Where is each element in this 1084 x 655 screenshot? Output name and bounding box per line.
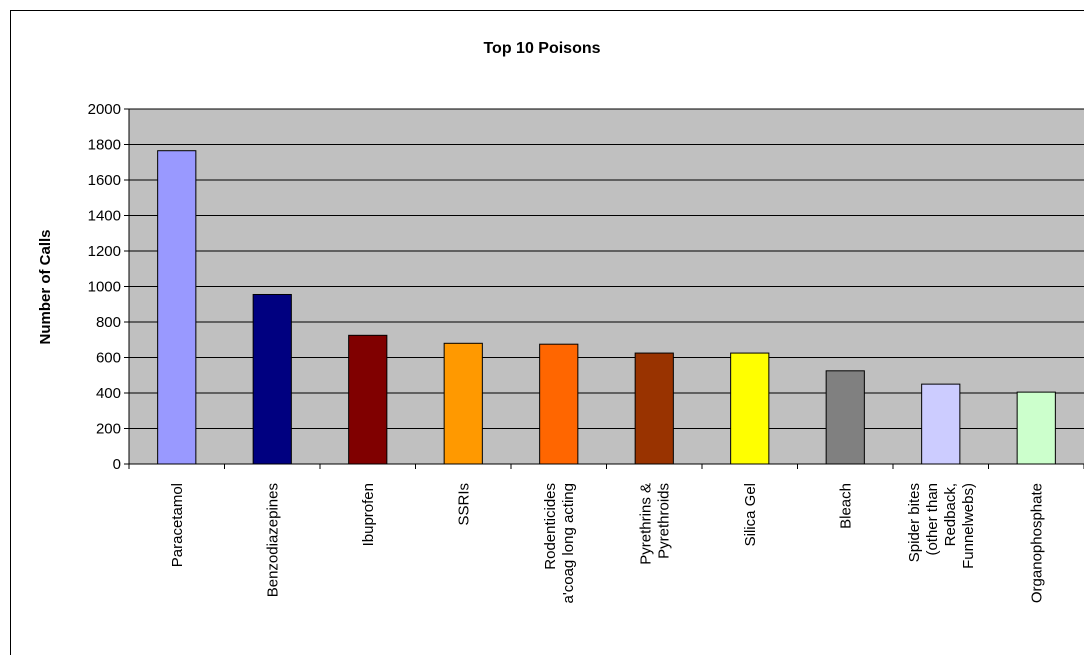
category-label: Paracetamol [169, 483, 186, 567]
bar [157, 150, 197, 465]
y-tick-label: 1400 [88, 208, 121, 225]
bar [921, 383, 961, 465]
category-label-line: Pyrethroids [655, 483, 672, 559]
y-tick-label: 200 [96, 421, 121, 438]
bar [443, 342, 483, 465]
category-label: Organophosphate [1028, 483, 1045, 603]
y-axis-label: Number of Calls [37, 229, 54, 344]
category-label-line: (other than [924, 483, 941, 556]
bar [825, 370, 865, 465]
bar [634, 352, 674, 465]
category-label: Ibuprofen [360, 483, 377, 546]
category-label-line: Funnelwebs) [960, 483, 977, 569]
y-tick-label: 1800 [88, 137, 121, 154]
y-tick-label: 800 [96, 314, 121, 331]
category-label: Bleach [837, 483, 854, 529]
category-label: Pyrethrins &Pyrethroids [637, 483, 672, 565]
chart-title: Top 10 Poisons [483, 40, 600, 57]
y-tick-label: 1000 [88, 279, 121, 296]
y-tick-label: 0 [113, 456, 121, 473]
category-label: Silica Gel [742, 483, 759, 546]
y-tick-label: 400 [96, 385, 121, 402]
y-tick-label: 1200 [88, 243, 121, 260]
category-label: Rodenticidesa'coag long acting [542, 483, 577, 603]
category-label-line: Spider bites [906, 483, 923, 562]
bar [252, 293, 292, 465]
y-tick-label: 2000 [88, 101, 121, 118]
category-label-line: Silica Gel [742, 483, 759, 546]
y-tick-label: 1600 [88, 172, 121, 189]
plot-area: 0 200 400 600 800 1000 1200 1400 1600 1800 2000 Par… [88, 101, 1084, 603]
category-label-line: SSRIs [455, 483, 472, 526]
bar [348, 334, 388, 465]
category-label-line: Paracetamol [169, 483, 186, 567]
category-label-line: Benzodiazepines [264, 483, 281, 597]
bar [539, 343, 579, 465]
category-label-line: Redback, [942, 483, 959, 546]
bar [730, 352, 770, 465]
y-tick-label: 600 [96, 350, 121, 367]
category-label-line: Organophosphate [1028, 483, 1045, 603]
category-label-line: Rodenticides [542, 483, 559, 570]
category-label-line: Ibuprofen [360, 483, 377, 546]
category-label: SSRIs [455, 483, 472, 526]
bar [1016, 391, 1056, 465]
category-label-line: Bleach [837, 483, 854, 529]
category-label: Benzodiazepines [264, 483, 281, 597]
category-label-line: a'coag long acting [560, 483, 577, 603]
category-label-line: Pyrethrins & [637, 483, 654, 565]
category-label: Spider bites(other thanRedback,Funnelweb… [906, 483, 977, 569]
